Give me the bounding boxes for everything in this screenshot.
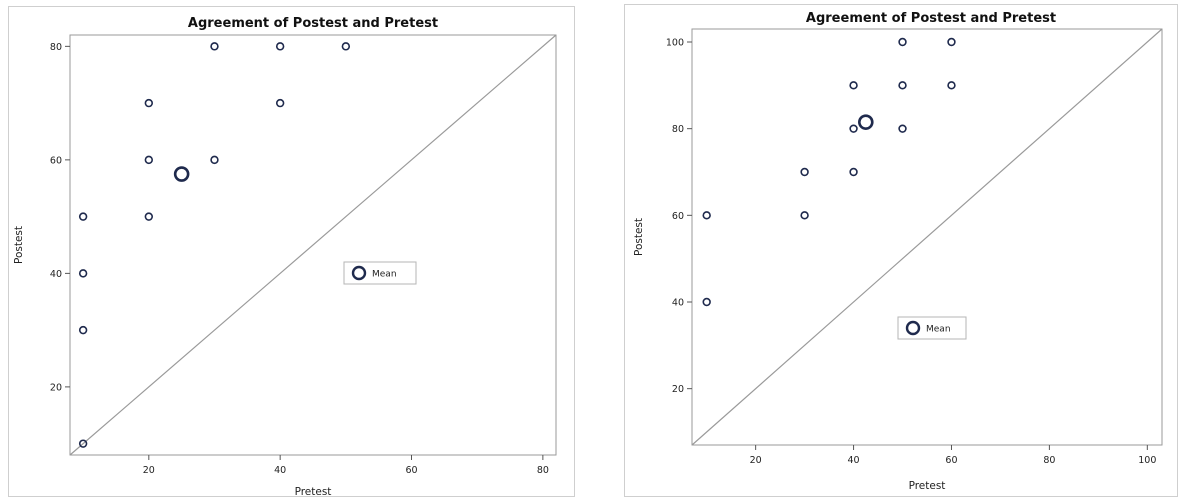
reference-line: [69, 34, 557, 456]
y-tick-label: 80: [50, 42, 62, 53]
y-tick-label: 40: [50, 269, 62, 280]
data-point: [78, 212, 88, 221]
chart-title: Agreement of Postest and Pretest: [188, 16, 438, 31]
mean-point: [173, 166, 190, 182]
x-axis-label: Pretest: [909, 480, 946, 492]
data-point: [849, 167, 858, 177]
chart-title: Agreement of Postest and Pretest: [806, 11, 1056, 26]
data-point: [78, 439, 88, 448]
data-point: [341, 42, 351, 51]
data-point: [947, 81, 956, 90]
data-point: [800, 167, 809, 177]
chart-panel-right: Agreement of Postest and Pretest 20 40 60 80…: [620, 0, 1180, 497]
scatter-chart-right: Agreement of Postest and Pretest 20 40 60 80…: [633, 11, 1163, 492]
data-point: [144, 212, 154, 221]
legend-mean-marker: [351, 265, 367, 281]
data-point: [898, 37, 907, 47]
data-point: [702, 211, 711, 220]
mean-point: [858, 114, 874, 130]
x-tick-label: 60: [405, 465, 417, 476]
data-point: [702, 297, 711, 307]
x-tick-label: 80: [537, 465, 549, 476]
y-tick-label: 20: [50, 382, 62, 393]
y-tick-label: 40: [672, 298, 684, 309]
x-tick-label: 40: [274, 465, 286, 476]
chart-panel-left: Agreement of Postest and Pretest 20 40 60 80…: [0, 0, 575, 497]
y-tick-label: 80: [672, 124, 684, 135]
x-axis-label: Pretest: [295, 486, 332, 497]
data-point: [144, 155, 154, 165]
data-point: [210, 155, 219, 165]
y-tick-label: 60: [672, 211, 684, 222]
x-tick-label: 20: [750, 455, 762, 466]
data-point: [275, 98, 285, 108]
plot-area-border: [691, 28, 1163, 446]
x-tick-label: 40: [848, 455, 860, 466]
data-point: [78, 325, 88, 335]
legend-label: Mean: [926, 325, 951, 335]
data-point: [898, 124, 907, 133]
y-tick-label: 60: [50, 155, 62, 166]
data-point: [947, 37, 956, 47]
x-tick-label: 20: [143, 465, 155, 476]
data-point: [849, 81, 858, 90]
reference-line: [691, 28, 1163, 446]
x-tick-label: 60: [945, 455, 957, 466]
scatter-chart-left: Agreement of Postest and Pretest 20 40 60 80…: [13, 16, 557, 497]
y-tick-label: 20: [672, 384, 684, 395]
x-tick-label: 100: [1138, 455, 1156, 466]
legend-label: Mean: [372, 270, 397, 280]
data-point: [800, 211, 809, 220]
y-tick-label: 100: [666, 38, 684, 49]
data-point: [78, 269, 88, 278]
data-point: [898, 81, 907, 90]
data-point: [210, 42, 219, 51]
plot-area-border: [69, 34, 557, 456]
data-point: [144, 98, 154, 108]
x-tick-label: 80: [1043, 455, 1055, 466]
y-axis-label: Postest: [13, 226, 25, 264]
data-point: [275, 42, 285, 51]
y-axis-label: Postest: [633, 218, 645, 256]
legend-mean-marker: [905, 320, 921, 336]
data-point: [849, 124, 858, 133]
